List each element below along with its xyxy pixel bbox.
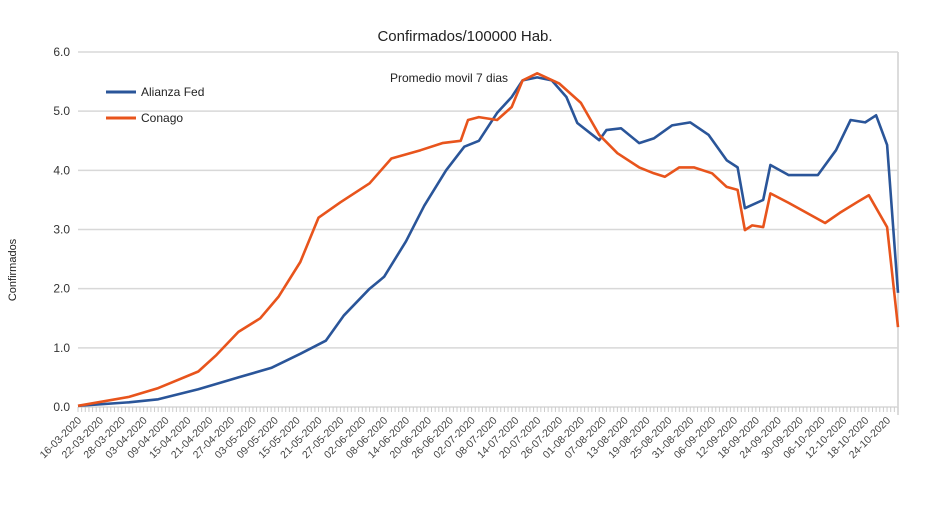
y-tick-label: 1.0 — [53, 341, 70, 355]
y-tick-label: 2.0 — [53, 282, 70, 296]
series-line-conago — [77, 72, 900, 408]
legend-label-alianza: Alianza Fed — [141, 85, 204, 99]
series-line-alianza-fed — [77, 76, 900, 408]
y-tick-label: 5.0 — [53, 104, 70, 118]
chart-title: Confirmados/100000 Hab. — [377, 28, 552, 45]
legend: Alianza Fed Conago — [106, 85, 204, 125]
y-tick-label: 3.0 — [53, 223, 70, 237]
y-tick-label: 0.0 — [53, 400, 70, 414]
legend-label-conago: Conago — [141, 111, 183, 125]
y-axis-label: Confirmados — [7, 238, 19, 301]
y-tick-label: 6.0 — [53, 45, 70, 59]
y-tick-label: 4.0 — [53, 163, 70, 177]
chart-subtitle: Promedio movil 7 dias — [390, 71, 508, 85]
